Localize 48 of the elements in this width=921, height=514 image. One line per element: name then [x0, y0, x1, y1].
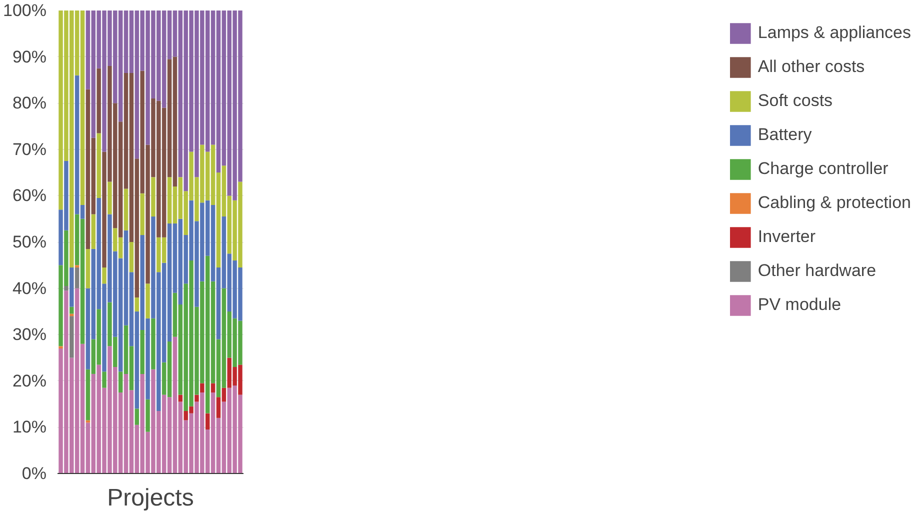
y-tick-label: 10%: [12, 418, 47, 437]
bar: [96, 133, 101, 198]
bar: [129, 242, 134, 272]
bar: [102, 267, 106, 284]
bar: [86, 248, 90, 288]
bar: [74, 267, 80, 288]
bar: [151, 177, 156, 217]
bar: [70, 314, 74, 316]
bar: [124, 188, 128, 230]
bar: [64, 286, 68, 291]
bar: [96, 68, 101, 134]
legend-label: Soft costs: [758, 91, 833, 111]
legend-label: Lamps & appliances: [758, 23, 911, 43]
bar: [70, 306, 74, 314]
y-tick-label: 40%: [12, 278, 47, 298]
bar: [134, 408, 140, 425]
y-tick-label: 20%: [12, 371, 47, 390]
legend-label: Other hardware: [758, 261, 876, 281]
legend-label: Inverter: [758, 227, 816, 247]
bar: [140, 330, 144, 374]
bar: [70, 316, 74, 358]
legend-label: PV module: [758, 295, 842, 315]
bar: [140, 193, 144, 236]
y-tick-label: 30%: [12, 325, 47, 344]
y-tick-label: 60%: [12, 186, 47, 206]
bar: [194, 394, 199, 402]
legend-label: Charge controller: [758, 159, 888, 179]
bar: [151, 318, 156, 370]
bar: [210, 383, 216, 392]
y-tick-label: 50%: [12, 232, 47, 252]
y-tick-label: 0%: [22, 464, 47, 483]
bar: [146, 284, 150, 318]
bar: [205, 413, 210, 430]
legend-label: Cabling & protection: [758, 193, 911, 213]
legend-label: All other costs: [758, 57, 865, 77]
bar: [108, 182, 112, 214]
y-tick-label: 70%: [12, 140, 47, 159]
x-axis-title: Projects: [107, 484, 194, 512]
bar: [70, 267, 74, 307]
legend-label: Battery: [758, 125, 812, 145]
bar: [134, 298, 140, 312]
y-tick-label: 100%: [3, 1, 47, 20]
bar: [146, 399, 150, 432]
bar: [91, 214, 96, 249]
y-tick-label: 80%: [12, 94, 47, 113]
y-tick-label: 90%: [12, 47, 47, 66]
bar: [200, 383, 204, 392]
bar: [102, 372, 106, 388]
